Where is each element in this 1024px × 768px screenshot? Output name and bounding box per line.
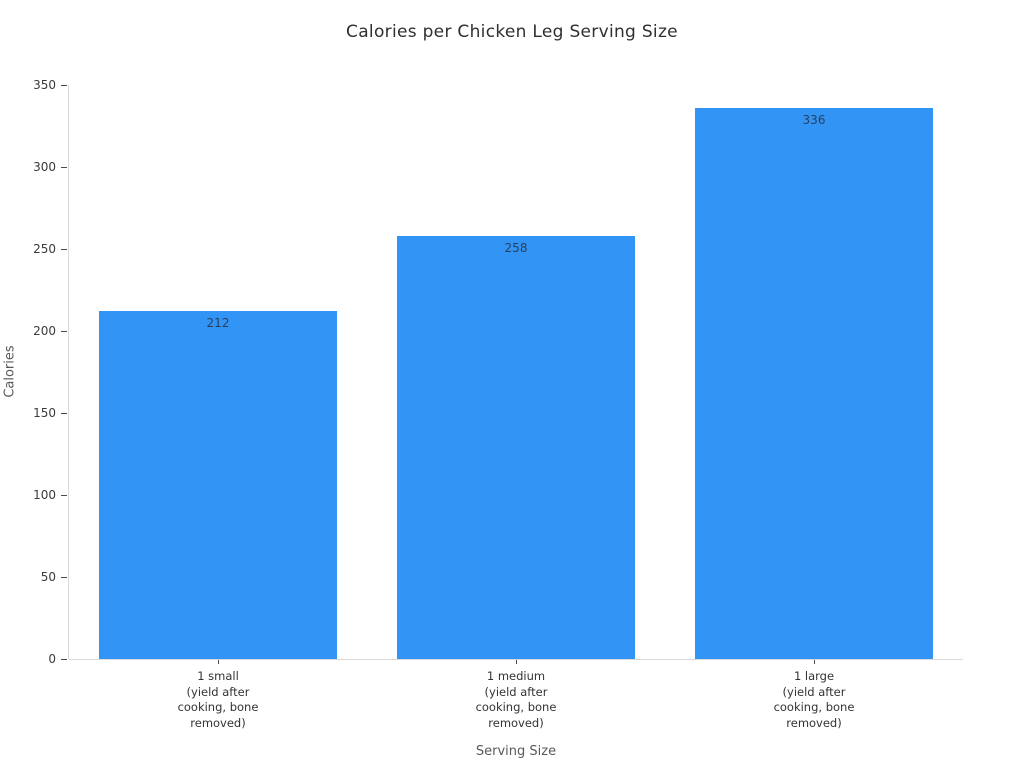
x-axis-title: Serving Size: [475, 744, 557, 759]
y-tick-label: 150: [33, 406, 56, 420]
x-tick-mark: [516, 660, 517, 664]
chart-title: Calories per Chicken Leg Serving Size: [346, 22, 678, 42]
y-tick-label: 50: [40, 570, 56, 584]
y-axis-line: [68, 85, 69, 659]
y-tick-mark: [61, 494, 67, 496]
x-tick-mark: [218, 660, 219, 664]
x-axis-line: [69, 659, 963, 660]
bar: [695, 107, 933, 659]
y-tick-mark: [61, 330, 67, 332]
y-tick-mark: [61, 84, 67, 86]
bar: [99, 311, 337, 659]
y-tick-mark: [61, 412, 67, 414]
y-tick-label: 0: [48, 652, 56, 666]
x-tick-label: 1 large (yield after cooking, bone remov…: [773, 669, 855, 731]
y-tick-label: 250: [33, 242, 56, 256]
y-tick-mark: [61, 248, 67, 250]
y-tick-label: 350: [33, 78, 56, 92]
bar-value-label: 212: [206, 316, 230, 331]
y-tick-mark: [61, 658, 67, 660]
bar-value-label: 336: [802, 112, 826, 127]
y-tick-label: 100: [33, 488, 56, 502]
x-tick-label: 1 medium (yield after cooking, bone remo…: [475, 669, 557, 731]
bar-value-label: 258: [504, 240, 528, 255]
bar: [397, 235, 635, 659]
y-tick-mark: [61, 166, 67, 168]
y-tick-label: 300: [33, 160, 56, 174]
x-tick-mark: [814, 660, 815, 664]
y-tick-mark: [61, 576, 67, 578]
y-tick-label: 200: [33, 324, 56, 338]
y-axis-title: Calories: [2, 345, 18, 398]
x-tick-label: 1 small (yield after cooking, bone remov…: [177, 669, 259, 731]
